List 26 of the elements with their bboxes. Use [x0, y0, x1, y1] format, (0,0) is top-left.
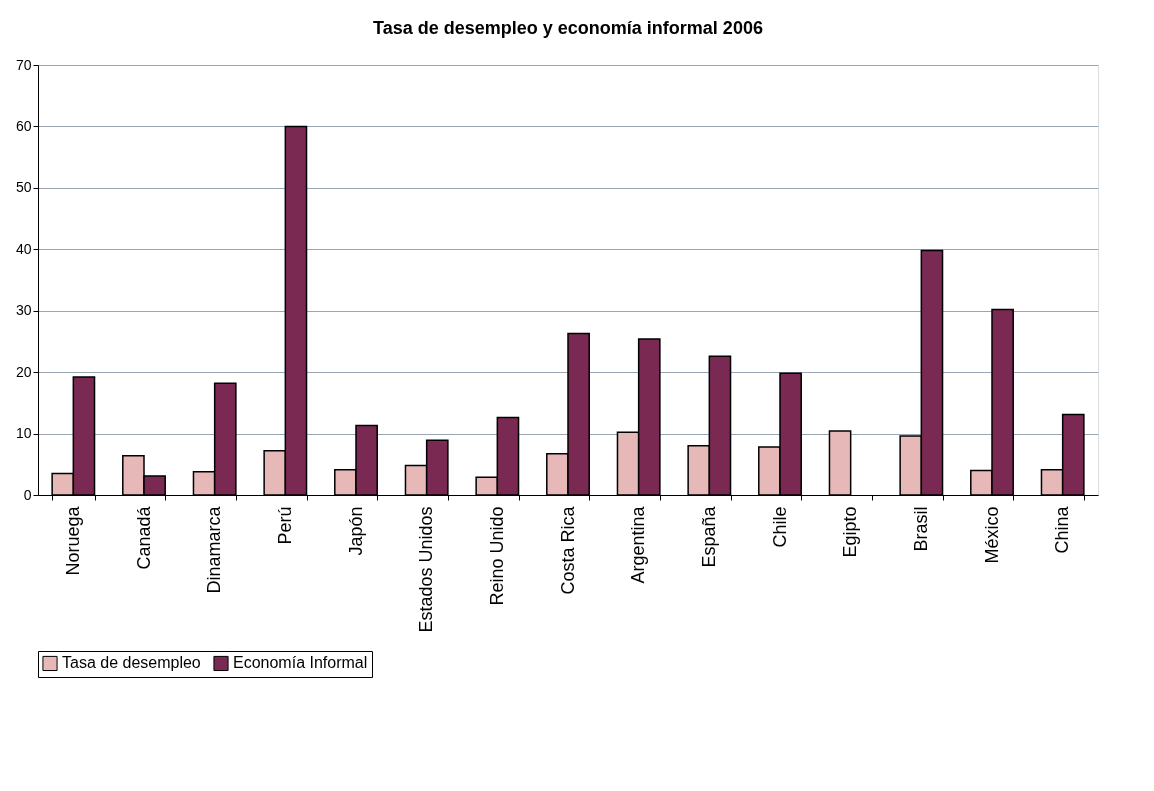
x-tick-label: Argentina	[628, 505, 649, 584]
x-tick-label: Japón	[345, 506, 366, 556]
y-tick-label: 70	[15, 56, 32, 73]
y-tick-label: 50	[15, 179, 32, 196]
x-tick-label: Noruega	[62, 505, 83, 576]
y-tick-label: 30	[15, 302, 32, 319]
x-tick-label: Reino Unido	[486, 506, 507, 606]
x-tick-label: Estados Unidos	[416, 506, 437, 633]
legend-label: Economía Informal	[233, 654, 368, 672]
x-tick-label: Egipto	[840, 506, 861, 558]
y-tick-label: 20	[15, 363, 32, 380]
chart-title: Tasa de desempleo y economía informal 2006	[373, 18, 763, 38]
x-tick-label: Dinamarca	[204, 505, 225, 594]
x-tick-label: Brasil	[910, 506, 931, 552]
y-tick-label: 60	[15, 117, 32, 134]
y-tick-label: 40	[15, 240, 32, 257]
x-tick-label: México	[981, 506, 1002, 564]
legend-label: Tasa de desempleo	[62, 654, 201, 672]
x-tick-label: Perú	[274, 506, 295, 545]
y-tick-label: 10	[15, 425, 32, 442]
x-tick-label: Canadá	[133, 505, 154, 570]
x-tick-label: China	[1052, 505, 1073, 554]
x-tick-label: Costa Rica	[557, 505, 578, 595]
x-tick-label: Chile	[769, 506, 790, 548]
y-tick-label: 0	[23, 486, 32, 503]
x-tick-label: España	[698, 505, 719, 568]
